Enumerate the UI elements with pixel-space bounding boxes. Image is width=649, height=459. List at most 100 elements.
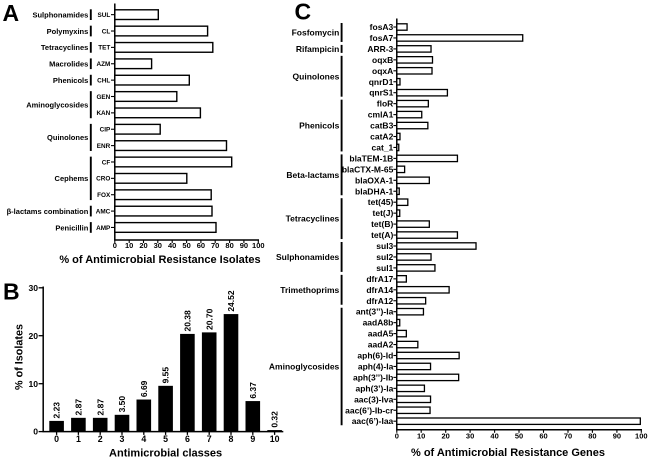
svg-text:70: 70 xyxy=(564,432,572,441)
svg-text:20.70: 20.70 xyxy=(204,308,214,330)
svg-text:Sulphonamides: Sulphonamides xyxy=(276,252,340,262)
svg-text:2: 2 xyxy=(98,434,103,444)
svg-text:SUL: SUL xyxy=(98,12,111,19)
svg-text:CF: CF xyxy=(102,159,111,166)
svg-text:fosA7: fosA7 xyxy=(370,33,394,43)
svg-text:20: 20 xyxy=(28,331,38,341)
svg-text:blaDHA-1: blaDHA-1 xyxy=(355,186,394,196)
svg-text:aph(3’’)-Ib: aph(3’’)-Ib xyxy=(353,372,393,382)
svg-text:aac(6’)-Ib-cr: aac(6’)-Ib-cr xyxy=(345,405,394,415)
svg-text:10: 10 xyxy=(417,432,425,441)
svg-text:ARR-3: ARR-3 xyxy=(367,44,393,54)
svg-text:aac(6’)-Iaa: aac(6’)-Iaa xyxy=(352,416,394,426)
svg-text:tet(J): tet(J) xyxy=(373,208,394,218)
svg-text:CRO: CRO xyxy=(96,176,110,183)
svg-text:% of Isolates: % of Isolates xyxy=(13,324,25,390)
svg-text:Beta-lactams: Beta-lactams xyxy=(286,170,339,180)
svg-text:blaTEM-1B: blaTEM-1B xyxy=(349,153,393,163)
svg-text:blaCTX-M-65: blaCTX-M-65 xyxy=(342,164,394,174)
svg-text:24.52: 24.52 xyxy=(226,290,236,312)
svg-text:ant(3’’)-Ia: ant(3’’)-Ia xyxy=(356,307,394,317)
svg-text:aac(3)-Iva: aac(3)-Iva xyxy=(354,394,393,404)
svg-text:TET: TET xyxy=(98,45,110,52)
svg-text:KAN: KAN xyxy=(96,110,110,117)
svg-text:catA2: catA2 xyxy=(370,132,393,142)
svg-text:6: 6 xyxy=(185,434,190,444)
svg-text:40: 40 xyxy=(168,241,176,250)
svg-text:Aminoglycosides: Aminoglycosides xyxy=(26,100,88,109)
svg-text:B: B xyxy=(3,278,20,304)
svg-text:Fosfomycin: Fosfomycin xyxy=(292,27,340,37)
svg-text:9.55: 9.55 xyxy=(161,367,171,384)
svg-text:Aminoglycosides: Aminoglycosides xyxy=(269,361,340,371)
svg-text:qnrD1: qnrD1 xyxy=(369,77,394,87)
svg-text:cat_1: cat_1 xyxy=(372,142,394,152)
svg-text:2.87: 2.87 xyxy=(74,399,84,416)
svg-text:0.32: 0.32 xyxy=(270,411,280,428)
svg-text:0: 0 xyxy=(113,241,117,250)
svg-text:% of Antimicrobial Resistance: % of Antimicrobial Resistance Genes xyxy=(411,447,605,459)
svg-text:Cephems: Cephems xyxy=(55,174,89,183)
svg-text:% of Antimicrobial Resistance: % of Antimicrobial Resistance Isolates xyxy=(59,254,260,266)
svg-text:Penicillin: Penicillin xyxy=(55,223,88,232)
svg-text:30: 30 xyxy=(28,283,38,293)
svg-text:60: 60 xyxy=(197,241,205,250)
svg-text:β-lactams combination: β-lactams combination xyxy=(7,207,89,216)
svg-text:floR: floR xyxy=(377,99,394,109)
svg-text:Quinolones: Quinolones xyxy=(293,71,340,81)
svg-text:9: 9 xyxy=(250,434,255,444)
svg-text:CL: CL xyxy=(102,28,111,35)
svg-text:sul1: sul1 xyxy=(376,263,393,273)
svg-text:2.23: 2.23 xyxy=(52,402,62,419)
svg-text:3: 3 xyxy=(120,434,125,444)
svg-text:catB3: catB3 xyxy=(370,121,393,131)
svg-text:10: 10 xyxy=(270,434,280,444)
svg-text:Quinolones: Quinolones xyxy=(47,133,88,142)
svg-text:90: 90 xyxy=(240,241,248,250)
svg-text:90: 90 xyxy=(613,432,621,441)
svg-text:FOX: FOX xyxy=(97,192,111,199)
svg-text:A: A xyxy=(3,0,20,26)
svg-text:Phenicols: Phenicols xyxy=(299,121,339,131)
svg-text:80: 80 xyxy=(588,432,596,441)
svg-text:0: 0 xyxy=(54,434,59,444)
svg-text:Tetracyclines: Tetracyclines xyxy=(41,43,88,52)
svg-text:10: 10 xyxy=(125,241,133,250)
svg-text:Trimethoprims: Trimethoprims xyxy=(280,285,339,295)
svg-text:1: 1 xyxy=(76,434,81,444)
svg-text:6.37: 6.37 xyxy=(248,382,258,399)
svg-text:tet(45): tet(45) xyxy=(368,197,394,207)
svg-text:AMC: AMC xyxy=(96,208,111,215)
svg-text:sul3: sul3 xyxy=(376,241,393,251)
svg-text:20: 20 xyxy=(442,432,450,441)
svg-text:80: 80 xyxy=(225,241,233,250)
svg-text:CIP: CIP xyxy=(100,127,111,134)
svg-text:40: 40 xyxy=(490,432,498,441)
svg-text:tet(A): tet(A) xyxy=(371,230,393,240)
svg-text:sul2: sul2 xyxy=(376,252,393,262)
svg-text:5: 5 xyxy=(163,434,168,444)
svg-text:aph(4)-Ia: aph(4)-Ia xyxy=(358,361,394,371)
svg-text:C: C xyxy=(295,0,312,24)
svg-text:Polymyxins: Polymyxins xyxy=(47,27,89,36)
svg-text:0: 0 xyxy=(395,432,399,441)
svg-text:4: 4 xyxy=(141,434,146,444)
svg-text:30: 30 xyxy=(154,241,162,250)
svg-text:blaOXA-1: blaOXA-1 xyxy=(355,175,394,185)
svg-text:6.69: 6.69 xyxy=(139,380,149,397)
svg-text:Sulphonamides: Sulphonamides xyxy=(32,10,88,19)
svg-text:3.50: 3.50 xyxy=(117,396,127,413)
svg-text:Rifampicin: Rifampicin xyxy=(296,44,339,54)
svg-text:Antimicrobial classes: Antimicrobial classes xyxy=(109,447,222,459)
svg-text:100: 100 xyxy=(635,432,648,441)
svg-text:dfrA14: dfrA14 xyxy=(366,285,393,295)
svg-text:qnrS1: qnrS1 xyxy=(369,88,393,98)
svg-text:AMP: AMP xyxy=(96,225,111,232)
svg-text:2.87: 2.87 xyxy=(95,399,105,416)
svg-text:aph(3’)-Ia: aph(3’)-Ia xyxy=(356,383,394,393)
svg-text:fosA3: fosA3 xyxy=(370,22,394,32)
svg-text:dfrA17: dfrA17 xyxy=(366,274,393,284)
svg-text:Macrolides: Macrolides xyxy=(49,60,88,69)
svg-text:Tetracyclines: Tetracyclines xyxy=(286,214,340,224)
svg-text:70: 70 xyxy=(211,241,219,250)
